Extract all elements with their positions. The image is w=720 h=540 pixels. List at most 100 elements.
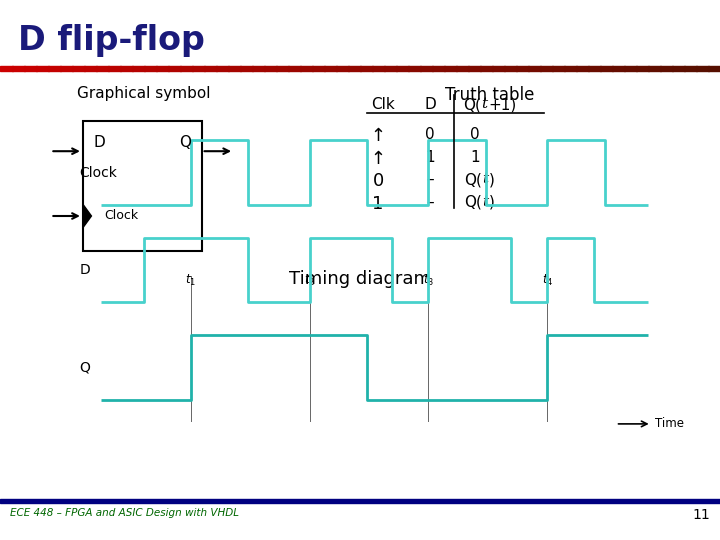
Text: $t_4$: $t_4$ (541, 273, 553, 288)
Bar (648, 66, 661, 71)
Text: ): ) (489, 195, 495, 210)
Bar (300, 66, 312, 71)
Text: Clock: Clock (104, 210, 138, 222)
Text: t: t (482, 195, 489, 209)
Text: t: t (481, 97, 487, 111)
Bar (0, 499, 720, 503)
Text: 0: 0 (470, 127, 480, 142)
Text: ↑: ↑ (370, 127, 386, 145)
Bar (204, 66, 217, 71)
Bar (60, 66, 73, 71)
Text: D: D (425, 97, 436, 112)
Bar (420, 66, 433, 71)
Bar (540, 66, 553, 71)
Bar (324, 66, 337, 71)
Bar (468, 66, 481, 71)
Bar (600, 66, 613, 71)
Text: 11: 11 (692, 508, 710, 522)
Text: ↑: ↑ (370, 150, 386, 167)
Bar (36, 66, 49, 71)
Bar (444, 66, 456, 71)
Text: $t_2$: $t_2$ (304, 273, 315, 288)
Bar (672, 66, 685, 71)
Text: 1: 1 (372, 195, 384, 213)
Bar (168, 66, 181, 71)
Bar (192, 66, 204, 71)
Bar (480, 66, 492, 71)
Polygon shape (83, 204, 91, 228)
Text: +1): +1) (488, 97, 516, 112)
Bar (72, 66, 85, 71)
Text: Graphical symbol: Graphical symbol (77, 86, 211, 102)
Text: Q: Q (179, 135, 191, 150)
Bar (252, 66, 265, 71)
Bar (612, 66, 625, 71)
Bar (552, 66, 564, 71)
Text: Clock: Clock (79, 166, 117, 180)
Bar (576, 66, 589, 71)
Bar (0, 66, 13, 71)
Bar (516, 66, 528, 71)
Text: Time: Time (655, 417, 684, 430)
Bar (456, 66, 469, 71)
Text: t: t (482, 172, 489, 186)
Text: D flip-flop: D flip-flop (18, 24, 205, 57)
Text: Q(: Q( (464, 172, 482, 187)
Bar (684, 66, 697, 71)
Text: ECE 448 – FPGA and ASIC Design with VHDL: ECE 448 – FPGA and ASIC Design with VHDL (10, 508, 239, 518)
Text: ): ) (489, 172, 495, 187)
Bar (696, 66, 708, 71)
Text: D: D (79, 263, 90, 277)
Text: Clk: Clk (371, 97, 395, 112)
Text: D: D (94, 135, 105, 150)
Text: Q(: Q( (463, 97, 481, 112)
Bar (240, 66, 253, 71)
Bar (492, 66, 505, 71)
Bar (96, 66, 109, 71)
Text: 0: 0 (372, 172, 384, 190)
Bar (372, 66, 384, 71)
Bar (384, 66, 397, 71)
Bar (348, 66, 361, 71)
Bar (84, 66, 96, 71)
Bar (276, 66, 289, 71)
Bar (396, 66, 409, 71)
Bar (636, 66, 649, 71)
Text: –: – (426, 172, 433, 187)
Bar (228, 66, 240, 71)
Bar (132, 66, 145, 71)
Bar (312, 66, 325, 71)
Bar (120, 66, 132, 71)
Bar (48, 66, 60, 71)
Text: Truth table: Truth table (445, 86, 534, 104)
Bar (108, 66, 121, 71)
Bar (708, 66, 720, 71)
Bar (528, 66, 541, 71)
Bar (408, 66, 420, 71)
Bar (624, 66, 636, 71)
Bar (360, 66, 373, 71)
Text: 1: 1 (425, 150, 435, 165)
Text: 0: 0 (425, 127, 435, 142)
Text: Timing diagram: Timing diagram (289, 270, 431, 288)
Bar (288, 66, 301, 71)
Bar (264, 66, 276, 71)
Bar (156, 66, 168, 71)
Text: $t_3$: $t_3$ (423, 273, 434, 288)
Bar (504, 66, 517, 71)
Bar (83, 122, 202, 251)
Text: Q: Q (79, 360, 90, 374)
Bar (180, 66, 193, 71)
Bar (564, 66, 577, 71)
Bar (660, 66, 672, 71)
Text: $t_1$: $t_1$ (185, 273, 197, 288)
Bar (144, 66, 157, 71)
Bar (12, 66, 24, 71)
Bar (336, 66, 348, 71)
Text: –: – (426, 195, 433, 210)
Bar (24, 66, 37, 71)
Bar (432, 66, 445, 71)
Text: Q(: Q( (464, 195, 482, 210)
Bar (216, 66, 229, 71)
Text: 1: 1 (470, 150, 480, 165)
